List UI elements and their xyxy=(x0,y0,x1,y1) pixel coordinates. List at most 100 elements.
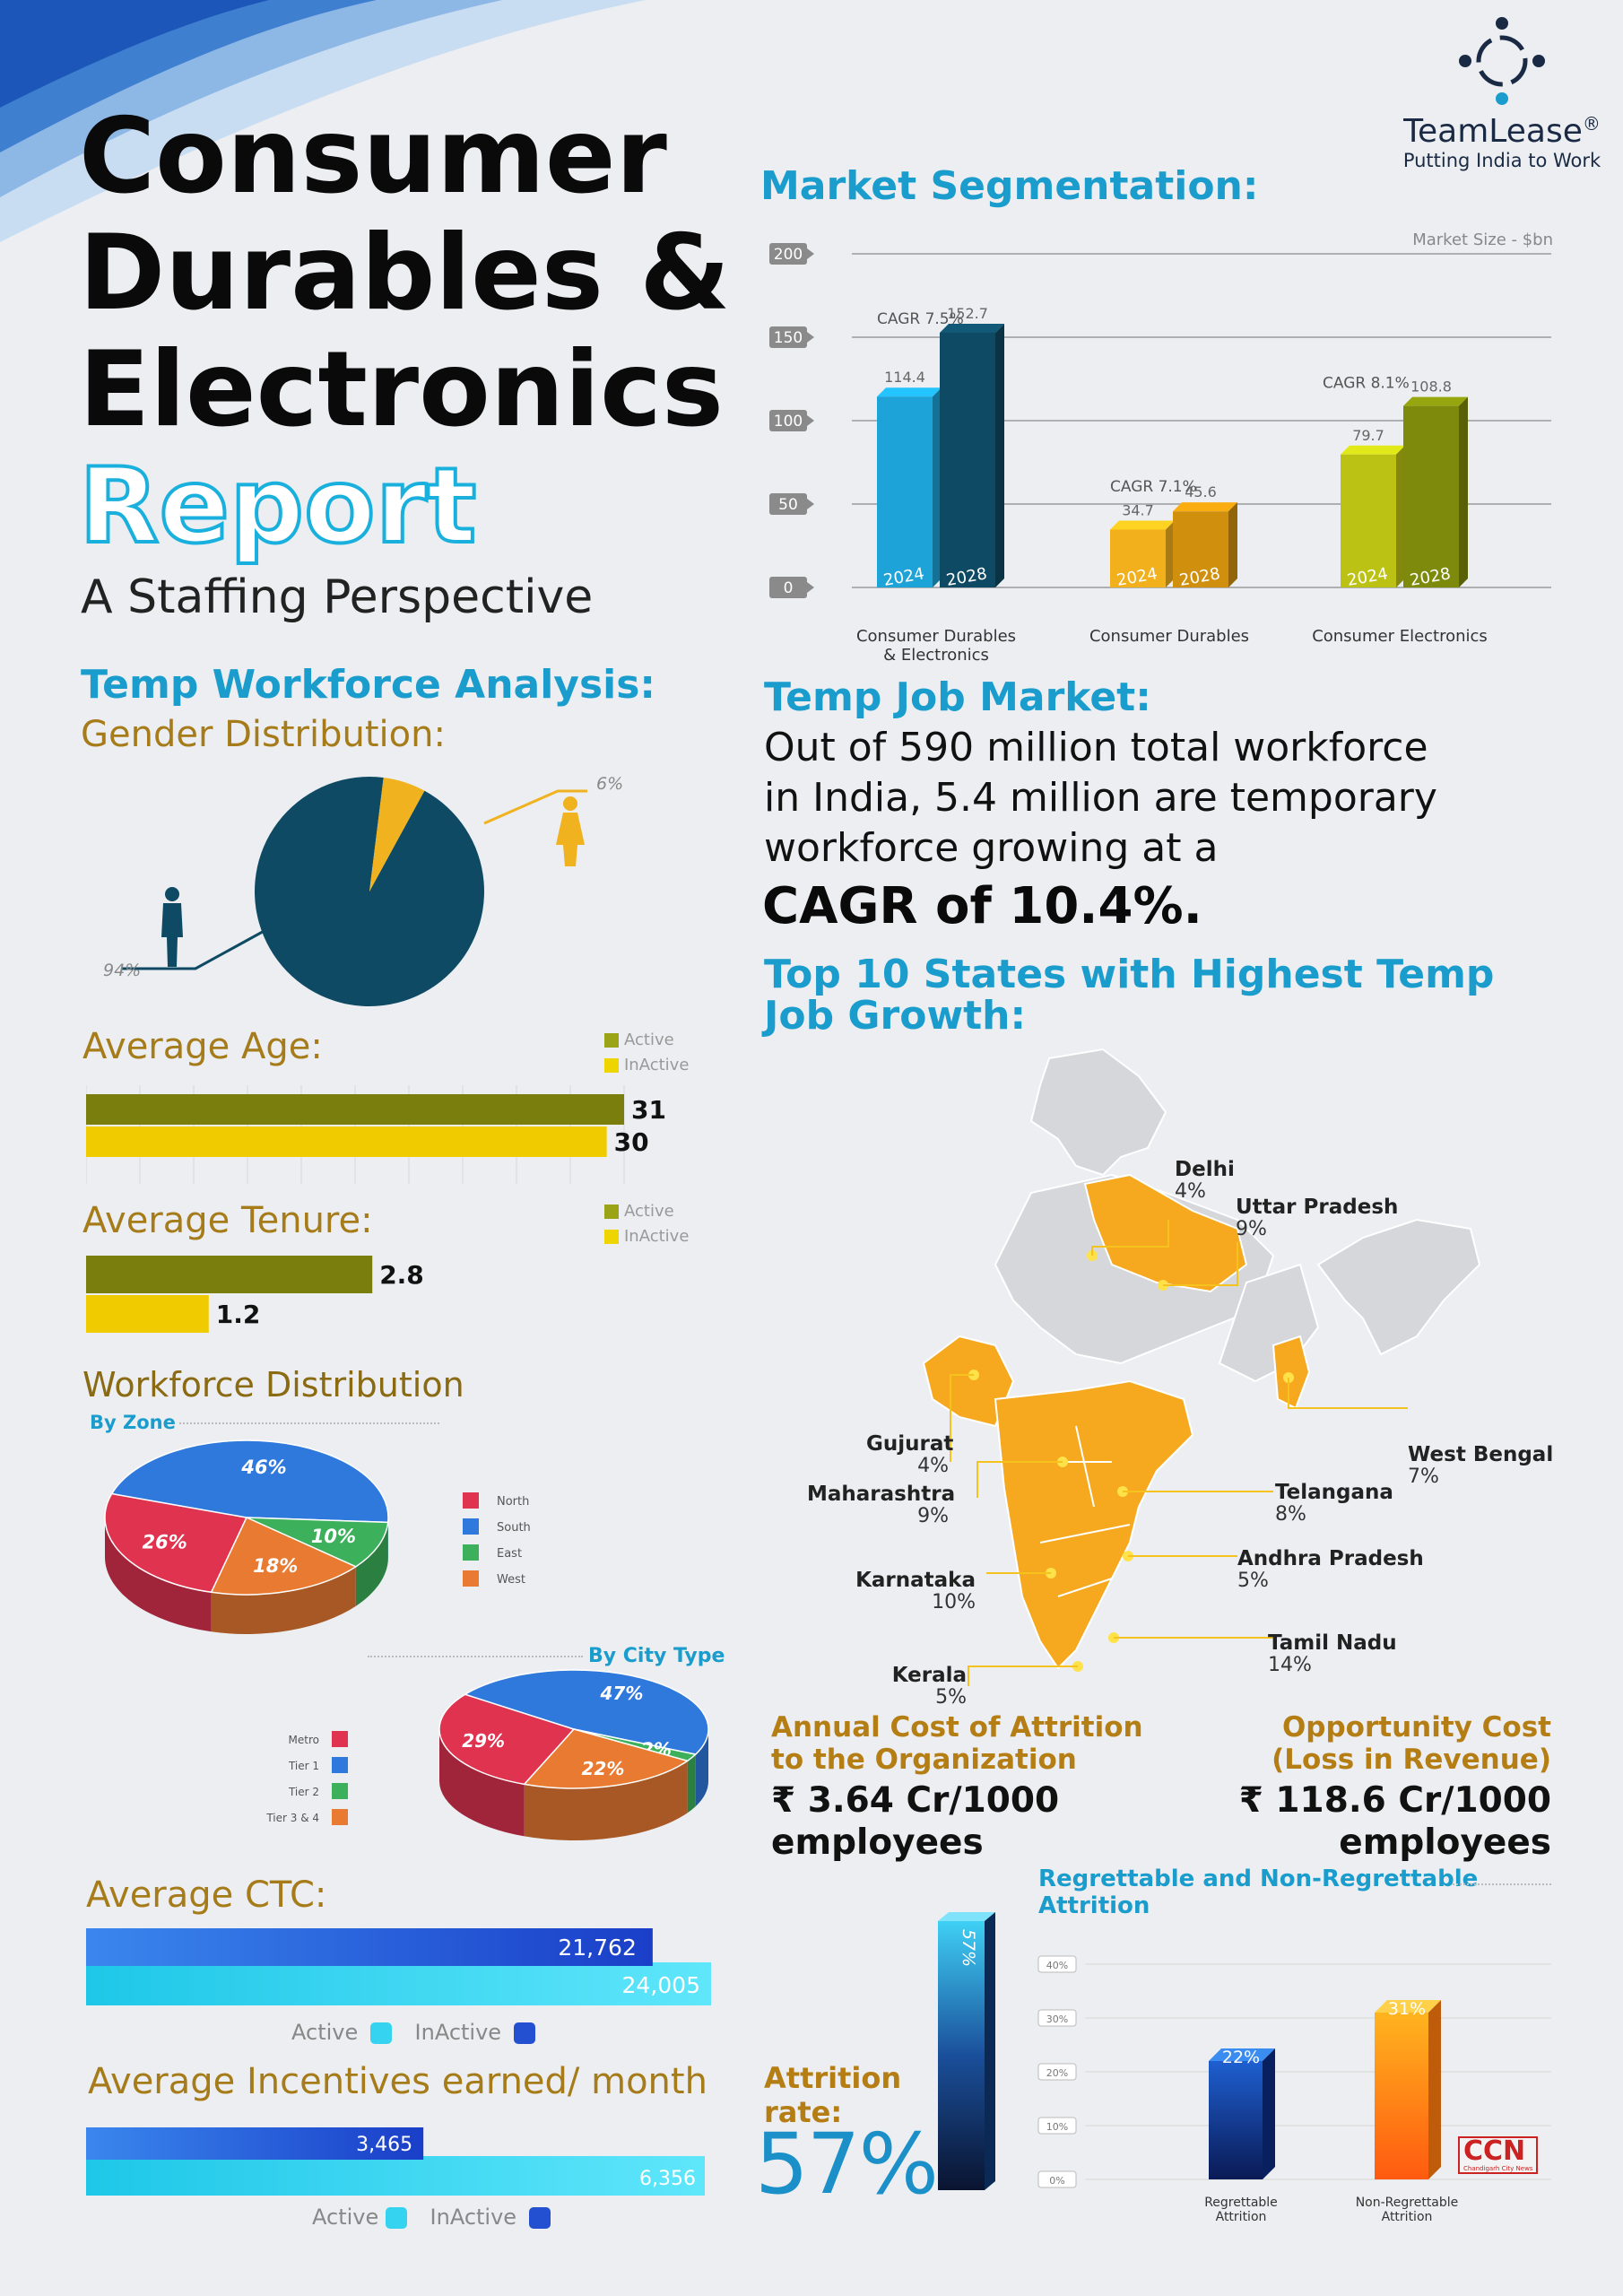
attrition-cost-value-2: employees xyxy=(771,1822,984,1863)
ctc-legend-active: Active xyxy=(291,2020,359,2045)
top-states-heading: Top 10 States with Highest Temp Job Grow… xyxy=(764,954,1494,1037)
age-legend: Active InActive xyxy=(604,1028,689,1078)
pie-side xyxy=(439,1729,525,1837)
pie-legend-label: West xyxy=(497,1573,525,1587)
inc-value-inactive: 3,465 xyxy=(356,2134,412,2156)
state-gujarat: Gujurat 4% xyxy=(866,1432,954,1477)
market-ytick-arrow xyxy=(807,415,814,426)
inc-legend-active: Active xyxy=(312,2205,379,2230)
title-line-2: Durables & xyxy=(79,213,731,334)
state-tamil-nadu: Tamil Nadu 14% xyxy=(1268,1632,1397,1676)
state-pct: 9% xyxy=(917,1505,949,1527)
attr-bar-label: 57% xyxy=(959,1929,978,1967)
market-bar-side xyxy=(1166,520,1175,587)
state-name: Maharashtra xyxy=(807,1483,956,1506)
ccn-watermark-text: CCN xyxy=(1463,2135,1526,2167)
pie-legend-swatch xyxy=(463,1570,479,1587)
attrition-cost-label-2: to the Organization xyxy=(771,1744,1077,1776)
state-name: Delhi xyxy=(1175,1158,1235,1181)
pie-legend-swatch xyxy=(332,1757,348,1773)
bar-value-label: 1.2 xyxy=(216,1300,261,1329)
market-bar xyxy=(1341,454,1396,587)
bar-value-label: 30 xyxy=(614,1127,649,1157)
map-north-region xyxy=(1029,1048,1167,1177)
inc-legend-inactive: InActive xyxy=(430,2205,517,2230)
pie-side xyxy=(687,1754,696,1813)
map-northeast-region xyxy=(1316,1218,1481,1356)
top-states-heading-line-1: Top 10 States with Highest Temp xyxy=(764,952,1495,997)
reg-ytick-box xyxy=(1037,2117,1077,2135)
tenure-legend-inactive: InActive xyxy=(604,1224,689,1249)
job-market-line-1: Out of 590 million total workforce xyxy=(764,725,1428,770)
state-pct: 5% xyxy=(1237,1570,1269,1592)
pie-value-label: 22% xyxy=(582,1758,625,1779)
market-unit-label: Market Size - $bn xyxy=(1412,230,1553,249)
market-bar xyxy=(1403,405,1459,587)
state-kerala: Kerala 5% xyxy=(879,1665,967,1709)
reg-bar-side xyxy=(1263,2048,1275,2179)
market-ytick-label: 50 xyxy=(778,496,798,514)
reg-bar-top xyxy=(1375,2000,1441,2013)
gender-label-female: 6% xyxy=(596,774,623,794)
reg-bar xyxy=(1375,2013,1428,2179)
market-bar-top xyxy=(1110,520,1175,530)
market-value-label: 152.7 xyxy=(947,305,988,322)
market-bar-top xyxy=(1173,502,1237,512)
market-bar-side xyxy=(1396,445,1405,587)
legend-swatch xyxy=(528,2207,551,2229)
opportunity-cost-block: Opportunity Cost (Loss in Revenue) ₹ 118… xyxy=(1239,1711,1551,1864)
pie-value-label: 29% xyxy=(462,1730,505,1752)
market-value-label: 108.8 xyxy=(1410,378,1452,396)
state-name: Kerala xyxy=(891,1664,967,1687)
report-subtitle: A Staffing Perspective xyxy=(81,570,594,624)
opportunity-cost-label-1: Opportunity Cost xyxy=(1281,1711,1551,1744)
market-ytick-box xyxy=(769,493,807,515)
attrition-rate-bar: 57% xyxy=(938,1912,995,2190)
workforce-distribution-heading: Workforce Distribution xyxy=(82,1365,464,1405)
state-name: Gujurat xyxy=(866,1432,954,1456)
regrettable-heading: Regrettable and Non-Regrettable Attritio… xyxy=(1038,1866,1479,1919)
map-highlight-up xyxy=(1083,1173,1248,1293)
state-pct: 5% xyxy=(935,1686,967,1709)
pie-side xyxy=(211,1566,356,1634)
average-age-heading: Average Age: xyxy=(82,1026,323,1067)
attrition-rate-label-1: Attrition xyxy=(764,2061,902,2095)
market-ytick-arrow xyxy=(807,332,814,343)
ctc-value-inactive: 21,762 xyxy=(558,1935,636,1961)
reg-bar-side xyxy=(1428,2000,1441,2179)
attrition-rate-label-2: rate: xyxy=(764,2095,843,2129)
by-city-divider xyxy=(368,1656,583,1657)
legend-swatch xyxy=(604,1058,619,1073)
ctc-legend: Active InActive xyxy=(291,2020,541,2045)
age-legend-inactive-label: InActive xyxy=(624,1056,690,1074)
title-line-1: Consumer xyxy=(79,96,667,217)
pie-slice-tier-3-4 xyxy=(523,1728,690,1789)
market-bar-side xyxy=(1459,396,1468,587)
male-figure-body xyxy=(161,903,183,967)
ctc-value-active: 24,005 xyxy=(622,1972,700,1998)
gender-pie-chart: 94% 6% xyxy=(103,774,623,1006)
age-legend-active: Active xyxy=(604,1028,689,1053)
market-cagr-label: CAGR 7.5% xyxy=(877,310,964,328)
reg-ytick-label: 30% xyxy=(1046,2013,1068,2025)
average-ctc-heading: Average CTC: xyxy=(86,1874,327,1916)
ccn-watermark: CCN Chandigarh City News xyxy=(1458,2135,1539,2174)
market-value-label: 79.7 xyxy=(1352,427,1384,444)
market-ytick-box xyxy=(769,326,807,348)
pie-side xyxy=(355,1522,388,1606)
market-bar xyxy=(877,396,933,587)
market-category-label: Consumer Durables xyxy=(856,627,1016,646)
opportunity-cost-value-2: employees xyxy=(1339,1822,1551,1863)
brand-logo-icon xyxy=(1459,17,1545,105)
pie-legend-swatch xyxy=(332,1731,348,1747)
bar-inactive xyxy=(86,1295,209,1333)
market-bar xyxy=(940,332,995,587)
attrition-cost-block: Annual Cost of Attrition to the Organiza… xyxy=(771,1711,1143,1864)
inc-value-active: 6,356 xyxy=(639,2168,696,2190)
state-andhra-pradesh: Andhra Pradesh 5% xyxy=(1237,1548,1424,1592)
market-cagr-label: CAGR 8.1% xyxy=(1323,375,1410,393)
pie-legend-swatch xyxy=(463,1544,479,1561)
reg-ytick-box xyxy=(1037,2063,1077,2081)
market-ytick-box xyxy=(769,243,807,265)
